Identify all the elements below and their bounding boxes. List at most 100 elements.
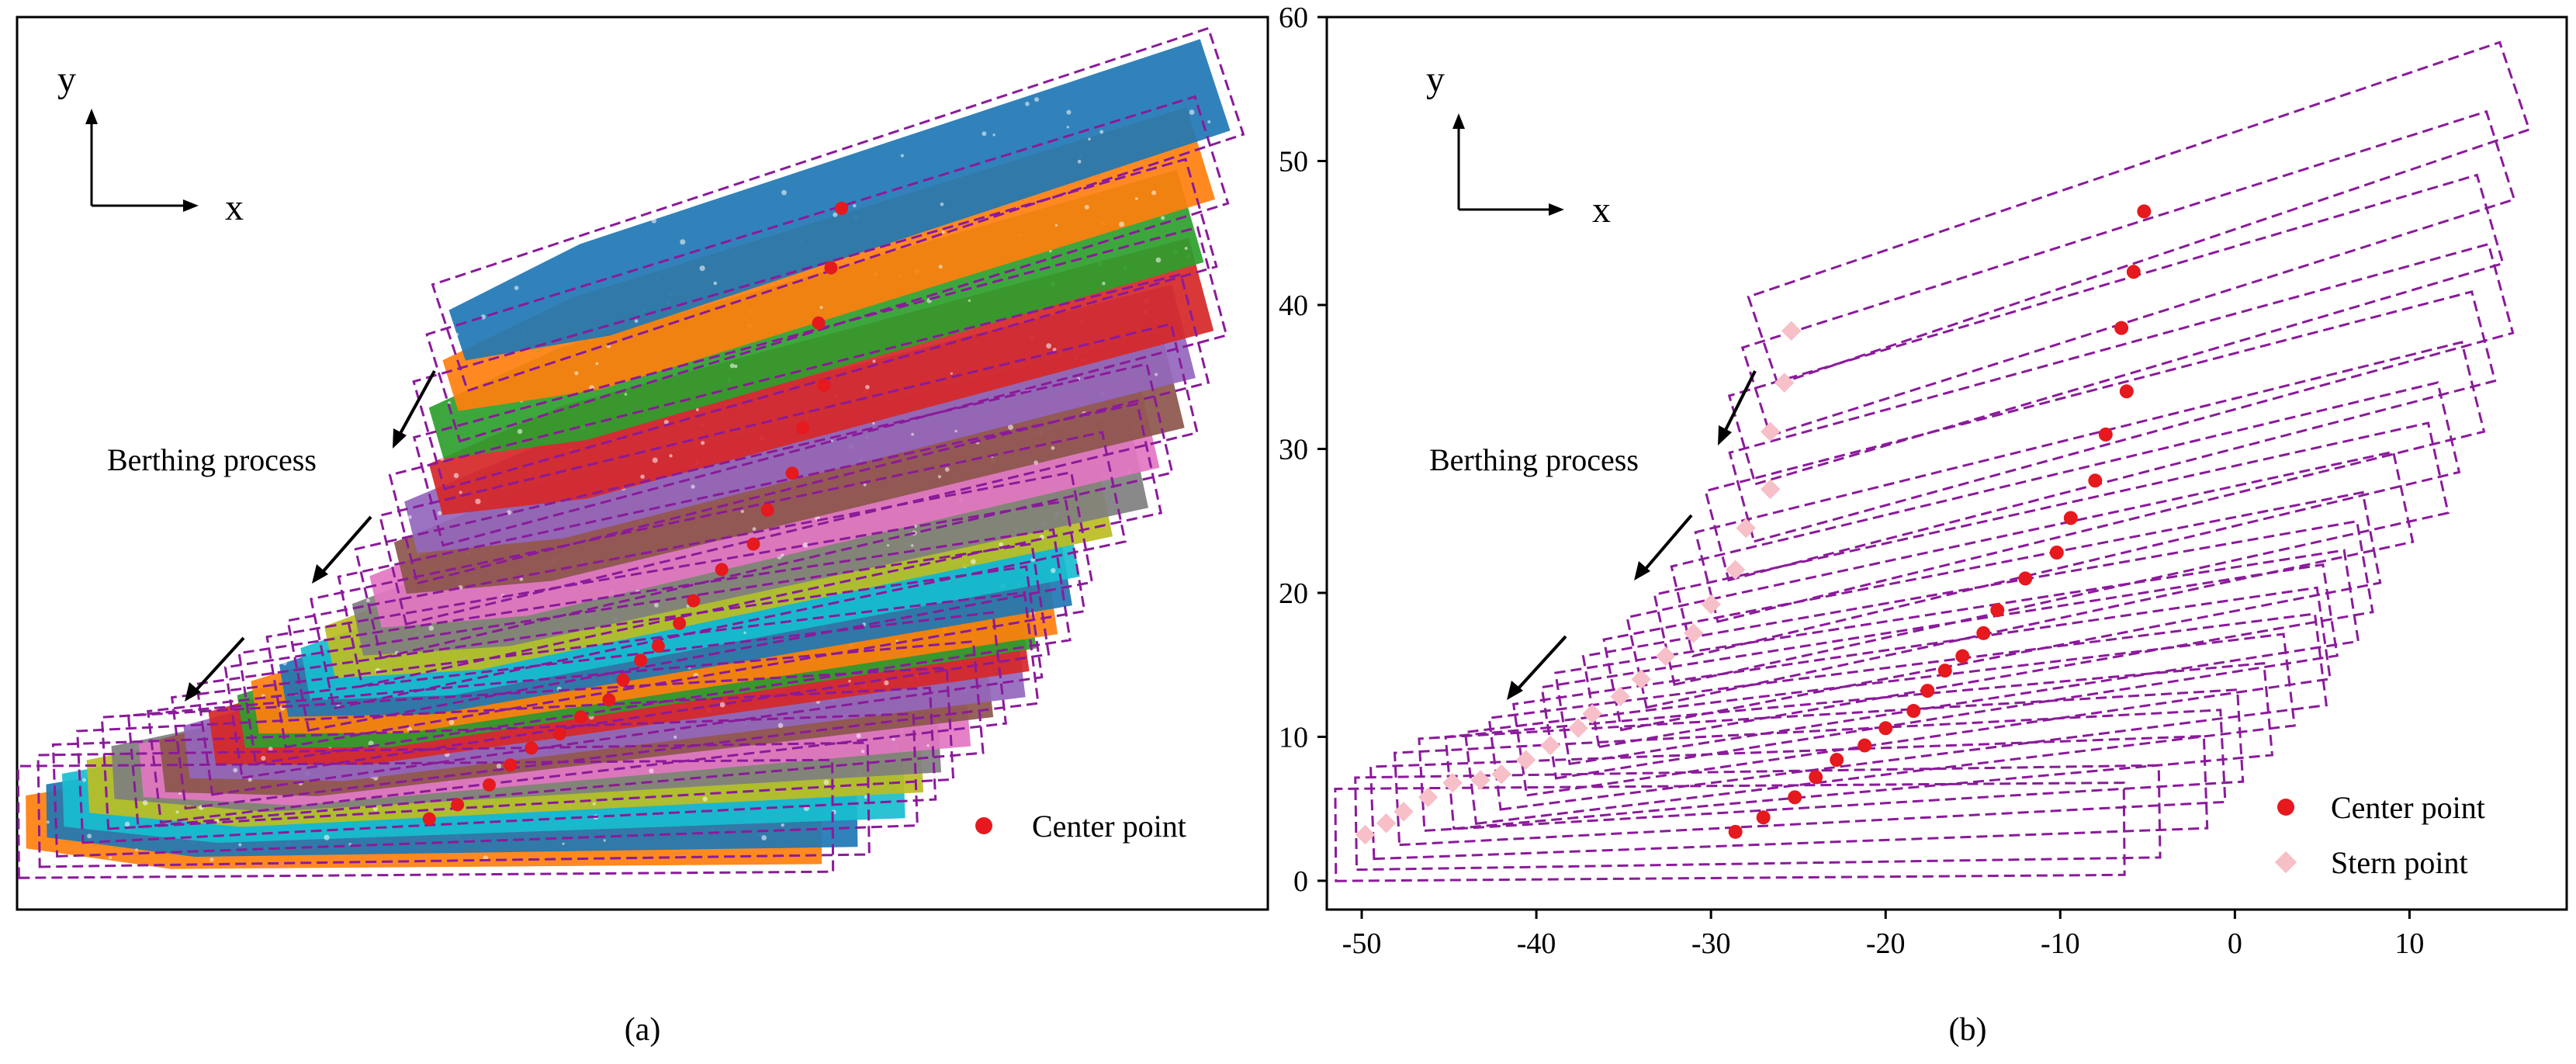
cloud-gap-4-14 xyxy=(691,484,695,489)
bounding-box-7 xyxy=(1653,421,2450,686)
cloud-gap-5-19 xyxy=(937,475,941,479)
cloud-gap-3-23 xyxy=(652,457,658,463)
cloud-gap-20-16 xyxy=(562,842,565,845)
a-center-point-9 xyxy=(687,594,701,608)
cloud-gap-5-7 xyxy=(740,509,745,514)
panel-b-arrow-2 xyxy=(1643,514,1693,571)
cloud-gap-8-2 xyxy=(970,559,976,565)
cloud-gap-1-8 xyxy=(1054,224,1058,227)
cloud-gap-2-17 xyxy=(447,400,452,405)
bounding-box-2 xyxy=(1727,173,2505,486)
a-center-point-14 xyxy=(602,693,616,707)
cloud-gap-15-1 xyxy=(175,810,179,814)
panel-b-arrowhead-2 xyxy=(1634,561,1650,581)
cloud-gap-1-22 xyxy=(941,230,945,234)
bounding-box-21 xyxy=(1334,782,2126,882)
cloud-gap-1-1 xyxy=(1151,190,1157,196)
center-point-1 xyxy=(2126,265,2141,279)
cloud-gap-3-18 xyxy=(695,408,699,411)
panel-a-center-points xyxy=(422,201,849,826)
center-point-18 xyxy=(1809,770,1823,785)
cloud-gap-4-18 xyxy=(1155,373,1158,376)
panel-a-caption: (a) xyxy=(625,1012,661,1048)
center-point-12 xyxy=(1937,664,1952,678)
cloud-gap-0-0 xyxy=(1066,126,1069,129)
cloud-gap-2-5 xyxy=(453,473,459,479)
panel-a-legend: Center point xyxy=(975,809,1186,844)
center-point-11 xyxy=(1955,649,1970,664)
cloud-gap-3-12 xyxy=(701,441,705,445)
cloud-gap-3-9 xyxy=(640,474,645,479)
panel-a-berthing-arrows xyxy=(185,370,436,702)
cloud-gap-18-0 xyxy=(592,802,596,806)
cloud-gap-16-3 xyxy=(892,737,895,741)
a-center-point-10 xyxy=(673,616,687,630)
cloud-gap-3-17 xyxy=(669,454,673,458)
panel-a-arrowhead-2 xyxy=(312,564,328,584)
cloud-gap-0-5 xyxy=(1066,109,1072,115)
cloud-gap-5-0 xyxy=(519,577,524,581)
x-tick-label-3: -20 xyxy=(1866,927,1906,960)
cloud-gap-1-12 xyxy=(1084,204,1089,210)
bounding-box-18 xyxy=(1393,709,2227,847)
center-point-4 xyxy=(2098,427,2113,442)
panel-b-center-points xyxy=(1728,204,2152,839)
panel-b-berthing-arrows xyxy=(1507,370,1757,700)
cloud-gap-20-20 xyxy=(87,834,92,839)
cloud-gap-5-13 xyxy=(1007,424,1014,431)
a-bounding-box-9 xyxy=(286,470,1094,732)
a-center-point-21 xyxy=(422,812,436,826)
a-bounding-box-1 xyxy=(425,95,1230,443)
center-point-5 xyxy=(2088,473,2103,488)
cloud-gap-5-16 xyxy=(1034,460,1038,465)
center-point-0 xyxy=(2137,204,2152,219)
x-tick-label-4: -10 xyxy=(2041,927,2080,960)
a-center-point-18 xyxy=(504,758,518,772)
cloud-gap-2-20 xyxy=(624,393,628,396)
cloud-gap-13-21 xyxy=(248,778,252,782)
a-center-point-8 xyxy=(715,563,729,577)
cloud-gap-14-13 xyxy=(673,735,677,739)
cloud-gap-1-13 xyxy=(938,265,943,269)
a-center-point-11 xyxy=(651,639,665,653)
center-point-3 xyxy=(2119,384,2134,399)
panel-b-process-label: Berthing process xyxy=(1429,442,1639,477)
center-point-21 xyxy=(1728,824,1743,839)
a-bounding-box-13 xyxy=(195,565,1044,796)
a-bounding-box-14 xyxy=(170,591,1040,810)
a-bounding-box-17 xyxy=(100,666,955,830)
cloud-gap-9-13 xyxy=(306,626,311,631)
panel-a-bounding-boxes xyxy=(16,26,1245,879)
bounding-box-9 xyxy=(1602,490,2382,732)
cloud-gap-2-0 xyxy=(517,428,523,435)
cloud-gap-20-23 xyxy=(603,839,606,842)
cloud-gap-13-6 xyxy=(848,679,851,683)
a-center-point-4 xyxy=(796,421,810,435)
panel-b-arrowhead-3 xyxy=(1507,681,1523,700)
cloud-gap-18-19 xyxy=(823,779,829,785)
cloud-gap-11-4 xyxy=(448,719,455,726)
cloud-gap-13-1 xyxy=(233,768,238,773)
panel-a-arrow-2 xyxy=(320,515,372,574)
x-tick-label-5: 0 xyxy=(2228,927,2242,960)
bounding-box-14 xyxy=(1487,612,2328,811)
cloud-gap-3-7 xyxy=(1052,348,1057,352)
y-tick-label-1: 10 xyxy=(1279,721,1308,754)
cloud-gap-10-2 xyxy=(282,660,287,666)
cloud-gap-2-18 xyxy=(729,363,735,369)
x-tick-label-1: -40 xyxy=(1517,927,1556,960)
y-tick-label-4: 40 xyxy=(1279,289,1308,322)
cloud-gap-4-23 xyxy=(407,515,412,519)
cloud-gap-0-13 xyxy=(634,319,639,324)
cloud-gap-5-17 xyxy=(863,483,867,487)
cloud-gap-19-18 xyxy=(124,821,130,827)
a-center-point-15 xyxy=(574,710,588,724)
panel-a-process-label: Berthing process xyxy=(107,442,317,477)
a-bounding-box-2 xyxy=(412,158,1218,490)
cloud-gap-0-12 xyxy=(1088,137,1091,141)
a-center-point-17 xyxy=(525,741,538,755)
a-bounding-box-12 xyxy=(223,542,1051,779)
cloud-gap-0-11 xyxy=(699,265,705,272)
bounding-box-12 xyxy=(1540,563,2339,780)
